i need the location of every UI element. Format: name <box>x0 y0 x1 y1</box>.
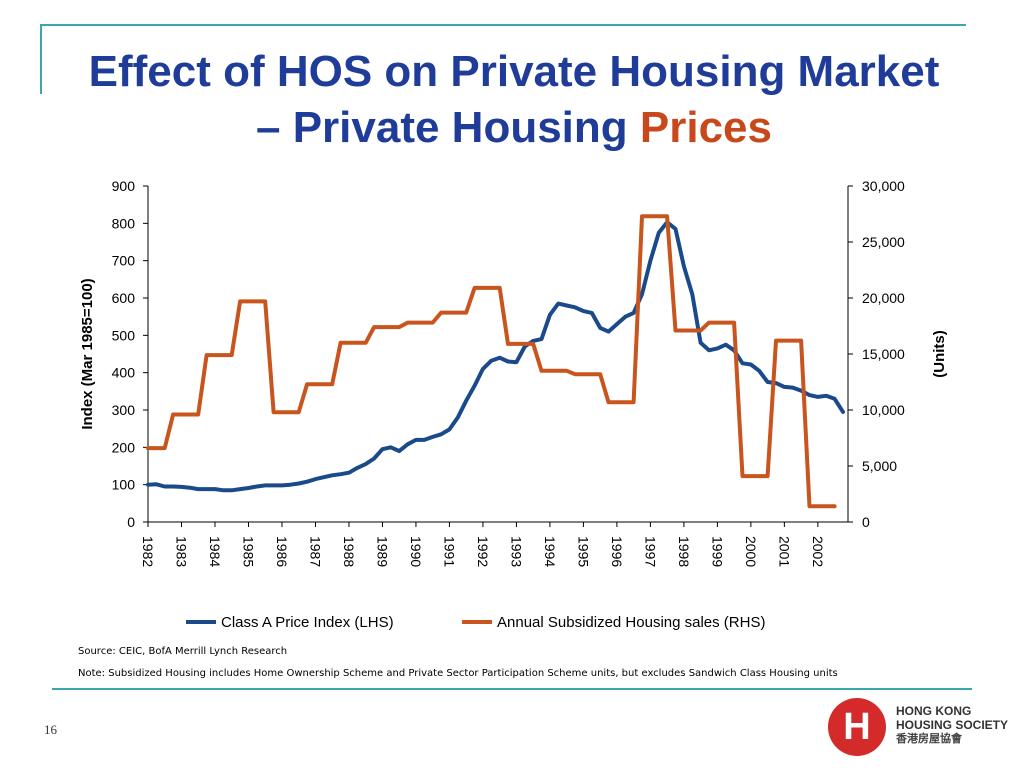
y-tick-label: 300 <box>112 402 136 418</box>
slide-title: Effect of HOS on Private Housing Market … <box>44 44 984 156</box>
price-and-sales-chart: 0 100 200 300 400 500 600 700 800 900 0 5,000 10,000… <box>79 178 948 631</box>
legend-label: Class A Price Index (LHS) <box>221 614 394 631</box>
source-note: Source: CEIC, BofA Merrill Lynch Researc… <box>78 646 288 657</box>
footnote: Note: Subsidized Housing includes Home O… <box>78 668 838 679</box>
y2-tick-label: 25,000 <box>862 234 905 250</box>
title-line-2-prefix: – Private Housing <box>256 103 640 152</box>
top-rule <box>40 24 966 26</box>
left-rule <box>40 24 42 94</box>
title-line-2: – Private Housing Prices <box>44 100 984 156</box>
x-tick-label: 1984 <box>207 536 223 567</box>
y2-tick-label: 0 <box>862 514 870 530</box>
x-tick-label: 1989 <box>374 536 390 567</box>
series-price-index-line <box>146 220 845 493</box>
y-tick-label: 100 <box>112 477 136 493</box>
bottom-rule <box>52 688 972 690</box>
x-tick-label: 1983 <box>173 536 189 567</box>
y-tick-label: 900 <box>112 178 136 194</box>
x-tick-label: 1997 <box>642 536 658 567</box>
x-tick-label: 1987 <box>307 536 323 567</box>
x-tick-label: 1998 <box>676 536 692 567</box>
x-tick-label: 1985 <box>240 536 256 567</box>
title-accent-word: Prices <box>639 103 772 152</box>
series-subsidized-sales-line <box>146 214 837 509</box>
housing-society-logo: H HONG KONG HOUSING SOCIETY 香港房屋協會 <box>828 698 1018 758</box>
page-number: 16 <box>44 722 57 737</box>
x-tick-label: 1996 <box>609 536 625 567</box>
y-tick-label: 600 <box>112 290 136 306</box>
x-tick-label: 1988 <box>341 536 357 567</box>
y-tick-label: 800 <box>112 215 136 231</box>
x-tick-label: 1992 <box>475 536 491 567</box>
x-tick-label: 1986 <box>274 536 290 567</box>
y-tick-label: 700 <box>112 253 136 269</box>
x-tick-label: 1995 <box>575 536 591 567</box>
x-tick-label: 1991 <box>441 536 457 567</box>
x-tick-label: 2001 <box>776 536 792 567</box>
y2-axis-title: (Units) <box>931 330 948 378</box>
y-tick-label: 500 <box>112 327 136 343</box>
y-tick-label: 0 <box>127 514 135 530</box>
y-tick-label: 400 <box>112 365 136 381</box>
y2-tick-label: 5,000 <box>862 458 897 474</box>
x-tick-label: 1993 <box>508 536 524 567</box>
logo-text: HONG KONG HOUSING SOCIETY 香港房屋協會 <box>896 704 1008 746</box>
logo-line-2: HOUSING SOCIETY <box>896 718 1009 732</box>
x-tick-label: 1990 <box>408 536 424 567</box>
x-tick-label: 1994 <box>542 536 558 567</box>
logo-mark-icon: H <box>828 698 886 756</box>
x-tick-label: 2000 <box>743 536 759 567</box>
y2-tick-label: 30,000 <box>862 178 905 194</box>
x-tick-label: 2002 <box>810 536 826 567</box>
logo-line-1: HONG KONG <box>896 704 972 718</box>
title-line-1: Effect of HOS on Private Housing Market <box>88 47 940 96</box>
legend-label: Annual Subsidized Housing sales (RHS) <box>497 614 765 631</box>
y-axis-title: Index (Mar 1985=100) <box>79 278 96 429</box>
x-tick-label: 1982 <box>140 536 156 567</box>
y-tick-label: 200 <box>112 439 136 455</box>
y2-tick-label: 15,000 <box>862 346 905 362</box>
logo-line-3: 香港房屋協會 <box>896 733 962 745</box>
x-tick-label: 1999 <box>709 536 725 567</box>
y2-tick-label: 20,000 <box>862 290 905 306</box>
y2-tick-label: 10,000 <box>862 402 905 418</box>
